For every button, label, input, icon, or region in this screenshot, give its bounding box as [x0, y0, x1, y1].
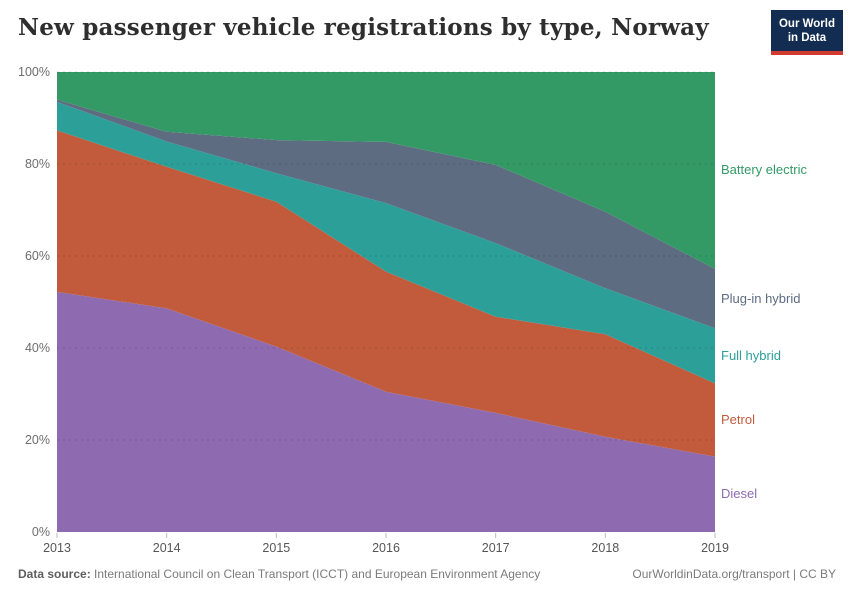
legend-label-battery-electric[interactable]: Battery electric [721, 162, 807, 178]
data-source-text: International Council on Clean Transport… [90, 567, 541, 581]
x-axis-tick-label: 2019 [701, 541, 729, 555]
y-axis-tick-label: 40% [25, 341, 50, 355]
y-axis-tick-label: 20% [25, 433, 50, 447]
area-petrol[interactable] [57, 130, 715, 457]
area-plug-in-hybrid[interactable] [57, 99, 715, 329]
y-axis-tick-label: 80% [25, 157, 50, 171]
y-axis-tick-label: 0% [32, 525, 50, 539]
x-axis-tick-label: 2017 [482, 541, 510, 555]
legend-label-diesel[interactable]: Diesel [721, 486, 758, 502]
x-axis-tick-label: 2015 [262, 541, 290, 555]
owid-logo-line1: Our World [778, 18, 835, 30]
owid-license-link[interactable]: OurWorldinData.org/transport | CC BY [632, 567, 836, 581]
data-source-note: Data source: International Council on Cl… [18, 567, 540, 581]
legend-label-petrol[interactable]: Petrol [721, 411, 755, 427]
page-title: New passenger vehicle registrations by t… [18, 14, 709, 41]
area-full-hybrid[interactable] [57, 101, 715, 384]
y-axis-tick-label: 60% [25, 249, 50, 263]
x-axis-tick-label: 2018 [591, 541, 619, 555]
x-axis-tick-label: 2016 [372, 541, 400, 555]
area-battery-electric[interactable] [57, 72, 715, 269]
chart-footer: Data source: International Council on Cl… [18, 567, 836, 581]
x-axis-tick-label: 2014 [153, 541, 181, 555]
y-axis-tick-label: 100% [18, 65, 50, 79]
legend-label-full-hybrid[interactable]: Full hybrid [721, 347, 781, 363]
area-diesel[interactable] [57, 291, 715, 532]
x-axis-tick-label: 2013 [43, 541, 71, 555]
data-source-label: Data source: [18, 567, 91, 581]
legend-label-plug-in-hybrid[interactable]: Plug-in hybrid [721, 290, 801, 306]
owid-logo[interactable]: Our World in Data [770, 10, 843, 55]
owid-logo-line2: in Data [787, 32, 827, 45]
